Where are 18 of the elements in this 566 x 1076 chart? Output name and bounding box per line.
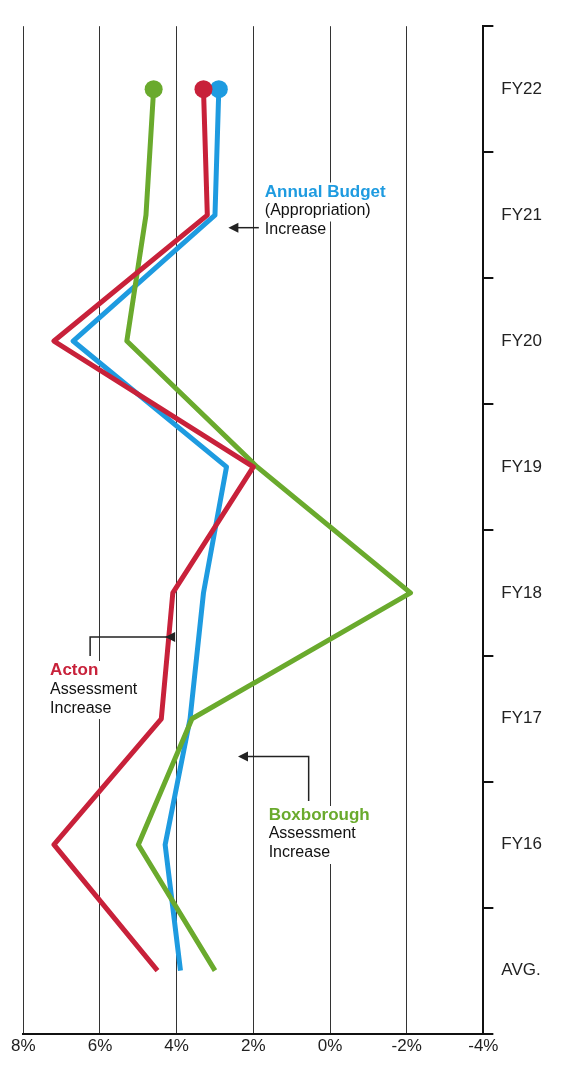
y-tick-label: FY19 (501, 456, 543, 476)
y-tick-label: FY16 (501, 834, 543, 854)
y-tick-label: FY21 (501, 204, 543, 224)
x-tick-label: 8% (11, 1036, 36, 1056)
x-tick-label: -2% (391, 1036, 422, 1056)
series-label: Acton Assessment Increase (50, 660, 138, 716)
x-tick-label: 2% (241, 1036, 266, 1056)
y-tick-label: AVG. (501, 960, 541, 980)
y-tick-label: FY22 (501, 78, 543, 98)
y-tick-label: FY17 (501, 708, 543, 728)
y-tick-label: FY18 (501, 582, 543, 602)
x-tick-label: 4% (164, 1036, 189, 1056)
x-tick-label: 0% (317, 1036, 343, 1056)
x-tick-label: 6% (87, 1036, 113, 1056)
y-tick-label: FY20 (501, 330, 543, 350)
text: Boxborough Assessment Increase (268, 805, 370, 861)
text: Annual Budget (Appropriation) Increase (264, 181, 387, 238)
x-tick-label: -4% (468, 1036, 499, 1056)
